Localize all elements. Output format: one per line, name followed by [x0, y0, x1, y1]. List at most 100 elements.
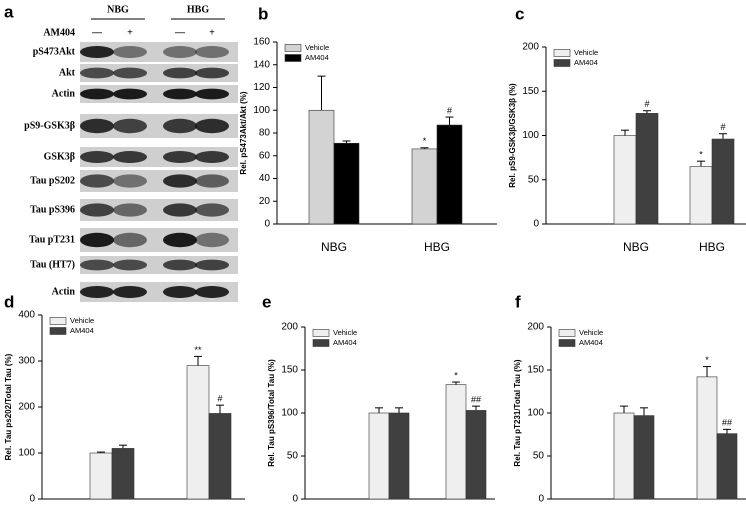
y-tick-label: 50 — [533, 451, 545, 462]
y-tick-label: 0 — [29, 494, 35, 505]
y-axis-label: Rel. Tau pT231/Total Tau (%) — [513, 359, 522, 466]
blot-band — [80, 174, 114, 188]
blot-band — [195, 88, 229, 100]
bar — [308, 109, 335, 225]
x-tick-label: NBG — [99, 515, 125, 517]
y-tick-label: 0 — [264, 219, 270, 230]
blot-band — [113, 88, 147, 100]
legend-swatch — [284, 54, 302, 62]
x-tick-label: HBG — [453, 515, 479, 517]
annotation: # — [720, 122, 725, 132]
bar — [368, 412, 390, 500]
y-tick-label: 0 — [292, 494, 298, 505]
blot-band — [195, 259, 229, 271]
panel-letter: e — [262, 292, 271, 311]
bar — [208, 413, 232, 500]
legend-label: AM404 — [574, 58, 598, 67]
y-tick-label: 100 — [527, 408, 544, 419]
blot-band — [163, 232, 197, 248]
treatment-sign: + — [209, 27, 215, 38]
bar — [411, 148, 438, 225]
bar — [716, 433, 738, 500]
y-axis-label: Rel. Tau pS396/Total Tau (%) — [267, 359, 276, 467]
x-tick-label: NBG — [376, 515, 402, 517]
annotation: * — [705, 355, 709, 365]
blot-row-label: Tau pS202 — [30, 175, 75, 186]
blot-band — [195, 118, 229, 134]
legend-swatch — [312, 329, 330, 337]
blot-band — [113, 232, 147, 248]
bar — [388, 412, 410, 500]
bar — [333, 142, 360, 225]
bar — [111, 448, 135, 500]
blot-row-label: GSK3β — [44, 151, 75, 162]
y-tick-label: 80 — [259, 128, 271, 139]
annotation: ## — [471, 394, 481, 404]
blot-band — [163, 151, 197, 163]
annotation: * — [423, 136, 427, 146]
y-axis-label: Rel. pS9-GSK3β/GSK3β (%) — [508, 83, 517, 188]
legend-label: AM404 — [579, 338, 603, 347]
bar — [711, 138, 735, 225]
blot-band — [80, 203, 114, 217]
blot-band — [195, 151, 229, 163]
x-tick-label: NBG — [621, 515, 647, 517]
y-tick-label: 150 — [522, 86, 539, 97]
group-label: NBG — [107, 4, 129, 15]
panel-letter: c — [515, 4, 524, 23]
bar — [613, 412, 635, 500]
blot-band — [195, 46, 229, 58]
y-tick-label: 200 — [522, 42, 539, 53]
annotation: # — [217, 394, 222, 404]
bar — [635, 113, 659, 225]
y-tick-label: 160 — [253, 37, 270, 48]
blot-band — [163, 118, 197, 134]
y-tick-label: 300 — [18, 356, 35, 367]
legend-swatch — [553, 59, 571, 67]
blot-band — [163, 259, 197, 271]
blot-strip — [80, 199, 238, 221]
blot-strip — [80, 170, 238, 192]
blot-band — [163, 88, 197, 100]
y-tick-label: 100 — [253, 105, 270, 116]
legend-swatch — [284, 44, 302, 52]
bar — [445, 384, 467, 500]
bar — [186, 365, 210, 500]
blot-strip — [80, 256, 238, 274]
y-tick-label: 100 — [522, 130, 539, 141]
blot-band — [113, 259, 147, 271]
blot-band — [80, 286, 114, 298]
y-tick-label: 200 — [18, 402, 35, 413]
y-tick-label: 120 — [253, 82, 270, 93]
annotation: * — [699, 150, 703, 160]
blot-band — [80, 232, 114, 248]
blot-band — [113, 67, 147, 79]
blot-strip — [80, 42, 238, 62]
y-tick-label: 40 — [259, 173, 271, 184]
blot-band — [163, 46, 197, 58]
bar — [613, 135, 637, 225]
blot-band — [195, 232, 229, 248]
annotation: * — [454, 370, 458, 380]
blot-row-label: Actin — [52, 286, 76, 297]
legend-label: Vehicle — [333, 328, 357, 337]
group-label: HBG — [187, 4, 209, 15]
bar — [89, 452, 113, 500]
blot-band — [113, 151, 147, 163]
blot-band — [80, 259, 114, 271]
treatment-sign: — — [174, 27, 186, 38]
x-tick-label: NBG — [321, 240, 347, 254]
bar — [436, 124, 463, 225]
legend-swatch — [312, 339, 330, 347]
blot-row-label: Tau pT231 — [29, 234, 75, 245]
legend-label: AM404 — [70, 326, 94, 335]
blot-row-label: Tau (HT7) — [30, 259, 75, 270]
blot-strip — [80, 64, 238, 82]
legend-label: AM404 — [305, 53, 329, 62]
y-tick-label: 20 — [259, 196, 271, 207]
blot-row-label: pS9-GSK3β — [24, 120, 75, 131]
blot-band — [113, 118, 147, 134]
treatment-sign: — — [91, 27, 103, 38]
blot-band — [113, 46, 147, 58]
y-tick-label: 100 — [281, 408, 298, 419]
